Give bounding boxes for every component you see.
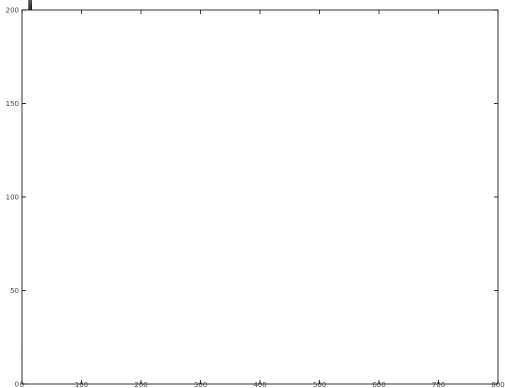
x-tick-label: 600 xyxy=(372,381,385,388)
y-tick-label: 50 xyxy=(10,287,19,295)
x-tick-label: 300 xyxy=(194,381,207,388)
y-tick-label: 0 xyxy=(15,381,19,388)
x-tick-label: 0 xyxy=(20,381,24,388)
y-tick-label: 200 xyxy=(6,7,19,15)
x-tick-label: 700 xyxy=(432,381,445,388)
axes xyxy=(21,9,499,385)
y-tick-label: 150 xyxy=(6,100,19,108)
x-tick-label: 100 xyxy=(75,381,88,388)
x-tick-label: 800 xyxy=(491,381,504,388)
y-tick-label: 100 xyxy=(6,194,19,202)
plot-background xyxy=(22,10,498,384)
x-tick-label: 500 xyxy=(313,381,326,388)
x-tick-label: 400 xyxy=(253,381,266,388)
x-tick-label: 200 xyxy=(134,381,147,388)
tick-labels: 0 100 200 300 400 500 600 700 800 0 50 100 150 200 xyxy=(6,7,505,388)
tick-marks xyxy=(21,9,499,385)
